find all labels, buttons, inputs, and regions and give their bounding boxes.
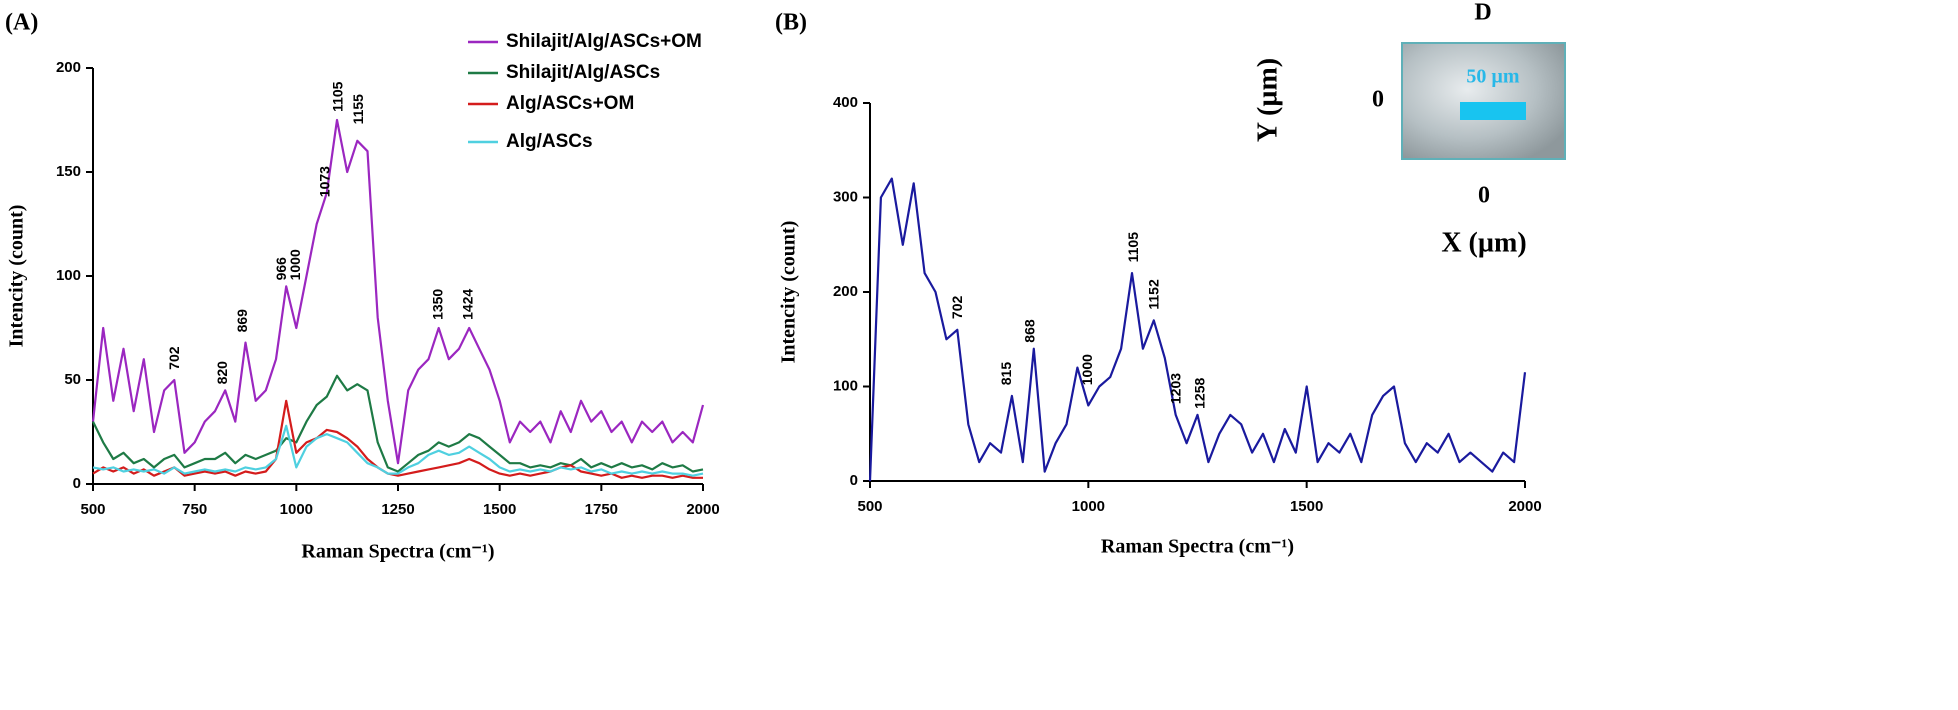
peak-label: 966 [273,257,289,281]
x-axis-label: Raman Spectra (cm⁻¹) [1101,536,1294,558]
y-tick-label: 300 [833,188,858,205]
y-tick-label: 100 [56,267,81,284]
y-tick-label: 50 [64,371,81,388]
peak-label: 815 [998,362,1014,386]
inset-y-tick: 0 [1372,87,1384,113]
peak-label: 868 [1021,319,1037,343]
peak-label: 1424 [459,289,475,320]
peak-label: 869 [234,309,250,333]
inset-x-label: X (µm) [1441,227,1526,258]
peak-label: 1203 [1168,373,1184,404]
x-tick-label: 750 [182,501,207,518]
y-tick-label: 100 [833,377,858,394]
peak-label: 1258 [1192,377,1208,408]
x-axis-label: Raman Spectra (cm⁻¹) [301,541,494,563]
y-tick-label: 200 [56,59,81,76]
inset-title: D [1474,0,1491,26]
peak-label: 1000 [287,249,303,280]
series-line [91,118,705,465]
y-axis-label: Intencity (count) [778,221,800,364]
inset-x-tick: 0 [1478,183,1490,209]
peak-label: 1152 [1145,279,1161,310]
peak-label: 702 [949,296,965,320]
peak-label: 1105 [1125,232,1141,263]
x-tick-label: 500 [857,498,882,515]
peak-label: 1073 [317,166,333,197]
legend-label: Shilajit/Alg/ASCs [506,62,660,83]
series-line [92,374,704,473]
inset-y-label: Y (µm) [1252,58,1283,142]
x-tick-label: 2000 [686,501,719,518]
y-tick-label: 400 [833,94,858,111]
x-tick-label: 1000 [1072,498,1105,515]
legend-label: Alg/ASCs [506,131,593,152]
x-tick-label: 2000 [1508,498,1541,515]
y-tick-label: 0 [73,475,81,492]
x-tick-label: 1750 [585,501,618,518]
x-tick-label: 1500 [1290,498,1323,515]
peak-label: 1350 [429,289,445,320]
y-tick-label: 150 [56,163,81,180]
x-tick-label: 500 [80,501,105,518]
inset-image [1401,42,1566,160]
series-line [868,177,1527,482]
panel-label: (B) [775,10,807,36]
legend-label: Alg/ASCs+OM [506,93,634,114]
y-axis-label: Intencity (count) [6,205,28,348]
panel-label: (A) [5,10,38,36]
peak-label: 1105 [330,81,346,112]
peak-label: 820 [214,361,230,385]
series-line [92,424,704,477]
x-tick-label: 1500 [483,501,516,518]
x-tick-label: 1000 [280,501,313,518]
legend-label: Shilajit/Alg/ASCs+OM [506,31,702,52]
peak-label: 702 [166,346,182,370]
series-line [92,399,703,479]
scale-bar-label: 50 µm [1466,66,1520,88]
peak-label: 1155 [350,94,366,125]
x-tick-label: 1250 [381,501,414,518]
peak-label: 1000 [1079,354,1095,385]
y-tick-label: 200 [833,283,858,300]
y-tick-label: 0 [850,472,858,489]
scale-bar [1460,102,1526,120]
